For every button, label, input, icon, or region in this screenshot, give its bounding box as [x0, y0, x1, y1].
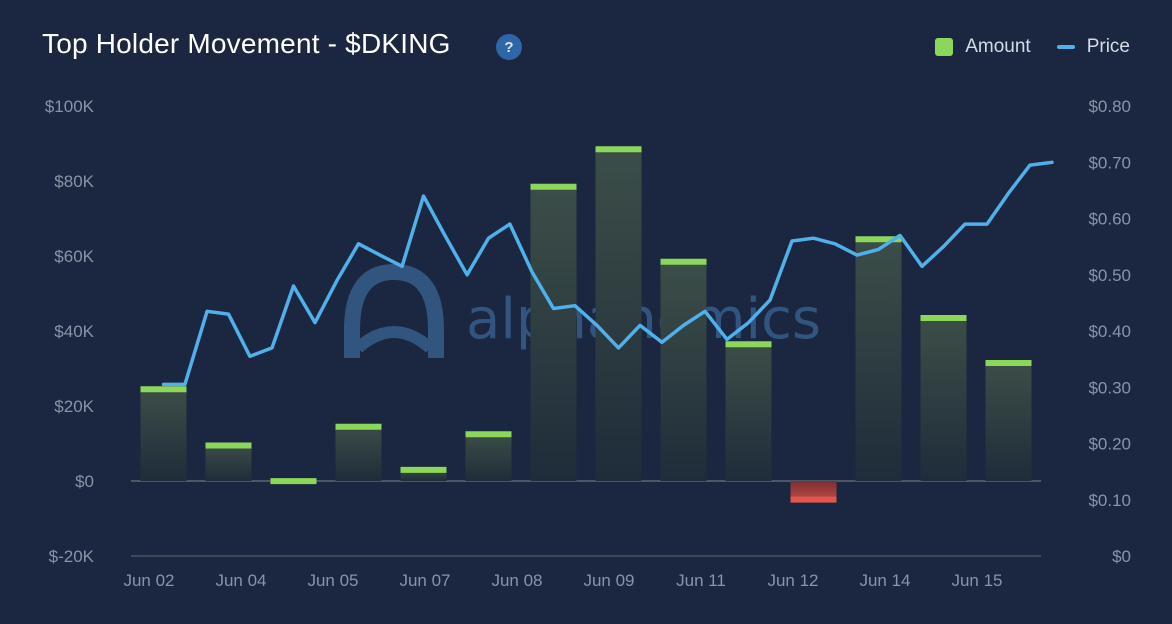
amount-bar[interactable]: [140, 386, 187, 481]
amount-bar-body: [660, 259, 707, 481]
left-axis-tick-label: $100K: [45, 97, 95, 116]
alphanomics-logo-icon: [344, 263, 444, 358]
amount-bar[interactable]: [725, 341, 772, 481]
alphanomics-logo-arc: [354, 326, 434, 353]
x-axis-tick-label: Jun 08: [491, 571, 542, 590]
left-axis-tick-label: $60K: [54, 247, 94, 266]
amount-bar[interactable]: [335, 423, 382, 481]
right-axis-tick-label: $0.60: [1088, 210, 1131, 229]
amount-bar[interactable]: [790, 481, 837, 503]
x-axis-tick-label: Jun 04: [215, 571, 266, 590]
amount-bar[interactable]: [205, 442, 252, 482]
price-swatch-icon: [1056, 45, 1075, 49]
left-axis-tick-label: $80K: [54, 172, 94, 191]
watermark: alphanomics: [344, 263, 821, 358]
amount-bar-body: [140, 387, 187, 481]
amount-bar-cap: [140, 386, 187, 393]
amount-bar[interactable]: [465, 431, 512, 481]
x-axis-tick-label: Jun 14: [859, 571, 910, 590]
x-axis-tick-label: Jun 15: [951, 571, 1002, 590]
amount-bar[interactable]: [660, 258, 707, 481]
amount-bar-cap: [725, 341, 772, 348]
right-axis-tick-label: $0.20: [1088, 435, 1131, 454]
x-axis-tick-label: Jun 12: [767, 571, 818, 590]
amount-bar[interactable]: [855, 236, 902, 481]
amount-bar-body: [985, 361, 1032, 481]
amount-bar-cap: [530, 183, 577, 190]
chart-legend: Amount Price: [935, 36, 1130, 58]
amount-bar-cap: [400, 466, 447, 473]
amount-bar-cap: [270, 478, 317, 485]
amount-bar-body: [855, 237, 902, 481]
legend-amount-label: Amount: [965, 36, 1031, 57]
amount-bar-cap: [465, 431, 512, 438]
question-glyph: ?: [504, 38, 514, 56]
right-axis-tick-label: $0.80: [1088, 97, 1131, 116]
amount-bar-cap: [205, 442, 252, 449]
amount-bar-cap: [335, 423, 382, 430]
amount-bar-body: [725, 342, 772, 481]
left-axis-tick-label: $0: [75, 472, 94, 491]
left-axis-tick-label: $40K: [54, 322, 94, 341]
right-axis-tick-label: $0.40: [1088, 322, 1131, 341]
price-line[interactable]: [161, 160, 1054, 387]
x-axis-tick-label: Jun 11: [676, 571, 726, 590]
left-axis-tick-label: $20K: [54, 397, 94, 416]
x-axis-tick-label: Jun 09: [583, 571, 634, 590]
amount-bar-cap: [790, 496, 837, 503]
right-axis-tick-label: $0: [1112, 547, 1131, 566]
legend-item-amount[interactable]: Amount: [935, 36, 1031, 58]
x-axis-tick-label: Jun 05: [307, 571, 358, 590]
right-axis-tick-label: $0.70: [1088, 153, 1131, 172]
amount-bar-cap: [985, 360, 1032, 366]
amount-bar[interactable]: [595, 146, 642, 481]
legend-item-price[interactable]: Price: [1056, 36, 1130, 58]
right-axis-tick-label: $0.50: [1088, 266, 1131, 285]
amount-bar-body: [595, 147, 642, 481]
amount-bar-cap: [595, 146, 642, 153]
amount-bar[interactable]: [270, 478, 317, 485]
amount-bar-body: [790, 481, 837, 502]
amount-bar-body: [465, 432, 512, 481]
x-axis-tick-label: Jun 02: [123, 571, 174, 590]
amount-bar-cap: [660, 258, 707, 265]
question-icon[interactable]: ?: [496, 34, 522, 60]
chart-title: Top Holder Movement - $DKING: [42, 28, 451, 59]
x-axis-tick-label: Jun 07: [399, 571, 450, 590]
amount-bar-body: [530, 184, 577, 481]
amount-bar-body: [335, 424, 382, 481]
amount-bar-body: [920, 316, 967, 481]
right-axis-tick-label: $0.10: [1088, 491, 1131, 510]
amount-swatch-icon: [935, 38, 954, 56]
amount-bar-body: [205, 443, 252, 481]
watermark-text: alphanomics: [466, 287, 821, 352]
amount-bar[interactable]: [985, 360, 1032, 481]
amount-bar[interactable]: [920, 315, 967, 481]
amount-bar-cap: [920, 315, 967, 321]
left-axis-tick-label: $-20K: [49, 547, 95, 566]
right-axis-tick-label: $0.30: [1088, 378, 1131, 397]
amount-bar[interactable]: [530, 183, 577, 481]
amount-bar-cap: [855, 236, 902, 243]
amount-bar[interactable]: [400, 466, 447, 481]
legend-price-label: Price: [1086, 36, 1130, 57]
